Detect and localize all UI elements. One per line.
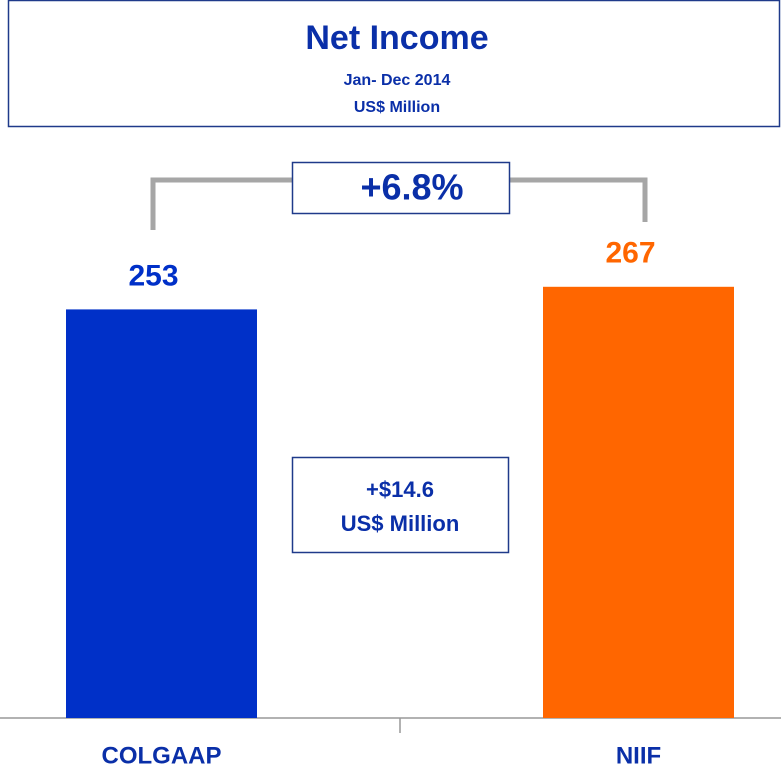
x-tick-label: COLGAAP — [102, 742, 222, 769]
bracket — [150, 177, 292, 230]
value-label: 267 — [605, 237, 655, 270]
value-label: 253 — [128, 259, 178, 292]
annotation: US$ Million — [341, 511, 460, 536]
title-box — [7, 0, 781, 128]
bar — [543, 286, 734, 718]
subtitle: US$ Million — [354, 99, 440, 116]
chart-title: Net Income — [305, 19, 488, 57]
bracket — [510, 177, 648, 222]
bars — [66, 286, 734, 718]
bar — [66, 309, 257, 718]
annotation: +6.8% — [360, 167, 463, 208]
annotation: +$14.6 — [366, 477, 434, 502]
x-tick-label: NIIF — [616, 742, 661, 769]
subtitle: Jan- Dec 2014 — [344, 72, 451, 89]
annotation-box — [291, 456, 510, 554]
annotation-box — [291, 161, 511, 215]
